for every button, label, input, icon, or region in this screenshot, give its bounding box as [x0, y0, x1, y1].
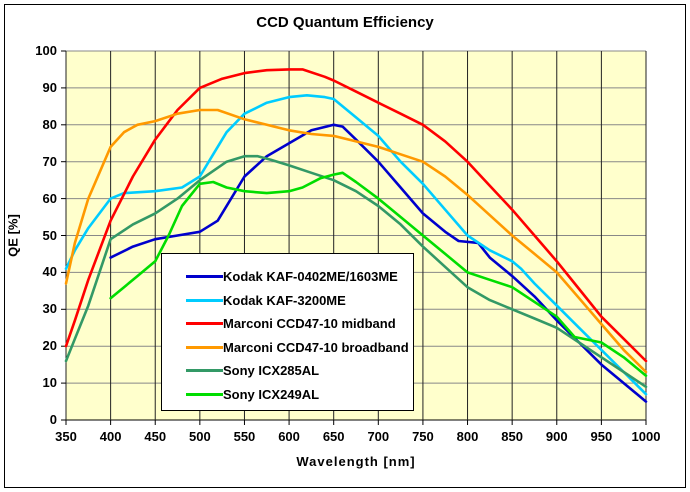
y-tick-label-100: 100	[35, 43, 57, 58]
y-tick-label-90: 90	[42, 79, 57, 95]
y-tick-label-20: 20	[42, 338, 57, 354]
legend-line-swatch	[186, 345, 223, 349]
y-tick-label-60: 60	[42, 190, 57, 206]
y-axis-title: QE [%]	[5, 214, 21, 257]
y-tick-label-0: 0	[49, 412, 57, 427]
series-line-kodak-kaf-3200me	[64, 93, 648, 396]
legend-row-4: Sony ICX285AL	[162, 359, 413, 383]
series-line-marconi-ccd47-10-broadband	[64, 108, 648, 374]
x-axis-title: Wavelength [nm]	[296, 454, 416, 469]
x-tick-label-500: 500	[188, 429, 211, 444]
chart-title: CCD Quantum Efficiency	[256, 14, 434, 31]
x-tick-label-1000: 1000	[631, 429, 661, 444]
y-tick-label-10: 10	[42, 375, 57, 391]
x-tick-label-600: 600	[278, 429, 300, 444]
legend-line-swatch	[186, 322, 223, 326]
legend-line-swatch	[186, 392, 223, 396]
x-tick-label-700: 700	[367, 429, 390, 444]
y-tick-label-40: 40	[42, 264, 57, 280]
legend-row-1: Kodak KAF-3200ME	[162, 289, 413, 313]
legend-row-5: Sony ICX249AL	[162, 383, 413, 407]
legend-line-swatch	[186, 298, 223, 302]
x-tick-label-350: 350	[55, 429, 77, 444]
legend-label: Sony ICX249AL	[223, 386, 320, 402]
legend-label: Kodak KAF-3200ME	[223, 292, 346, 308]
series-line-sony-icx249al	[109, 171, 648, 378]
x-tick-label-400: 400	[99, 429, 122, 444]
legend-label: Kodak KAF-0402ME/1603ME	[223, 269, 398, 285]
plot-area: Kodak KAF-0402ME/1603ME Kodak KAF-3200ME M…	[61, 50, 648, 425]
legend-row-3: Marconi CCD47-10 broadband	[162, 336, 413, 360]
x-tick-label-750: 750	[412, 429, 434, 444]
x-tick-label-950: 950	[590, 429, 613, 444]
legend-label: Sony ICX285AL	[223, 363, 320, 379]
x-tick-label-800: 800	[456, 429, 479, 444]
x-tick-label-450: 450	[144, 429, 167, 444]
legend-line-swatch	[186, 275, 223, 279]
legend-line-swatch	[186, 369, 223, 373]
legend-row-2: Marconi CCD47-10 midband	[162, 312, 413, 336]
plot-canvas	[61, 50, 648, 425]
y-tick-label-70: 70	[42, 153, 57, 169]
legend-row-0: Kodak KAF-0402ME/1603ME	[162, 265, 413, 289]
series-line-marconi-ccd47-10-midband	[64, 68, 648, 363]
legend-label: Marconi CCD47-10 midband	[223, 316, 396, 332]
chart-frame: CCD Quantum Efficiency Kodak KAF-0402ME/…	[4, 4, 686, 488]
legend: Kodak KAF-0402ME/1603ME Kodak KAF-3200ME M…	[161, 253, 414, 411]
x-tick-label-850: 850	[501, 429, 523, 444]
legend-label: Marconi CCD47-10 broadband	[223, 339, 409, 355]
y-tick-label-50: 50	[42, 227, 57, 243]
y-tick-label-80: 80	[42, 116, 57, 132]
x-tick-label-550: 550	[233, 429, 256, 444]
x-tick-label-900: 900	[545, 429, 568, 444]
x-tick-label-650: 650	[322, 429, 345, 444]
y-tick-label-30: 30	[42, 301, 57, 317]
